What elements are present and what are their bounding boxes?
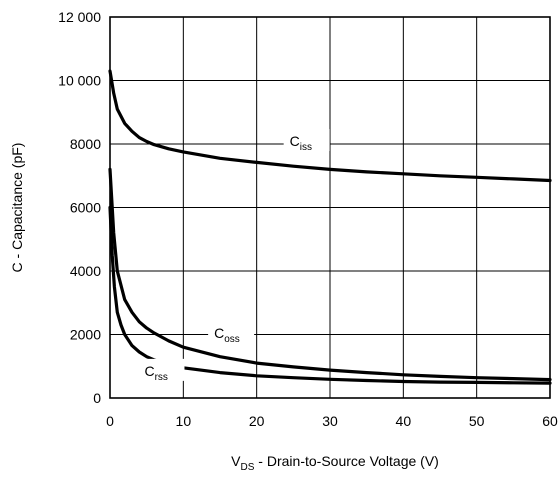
y-tick-label: 12 000: [58, 9, 101, 25]
x-tick-label: 20: [249, 413, 265, 429]
series-label-main: C: [214, 325, 224, 341]
y-tick-label: 8000: [70, 136, 101, 152]
y-tick-label: 0: [93, 390, 101, 406]
y-tick-label: 6000: [70, 200, 101, 216]
y-tick-label: 10 000: [58, 73, 101, 89]
x-tick-label: 0: [106, 413, 114, 429]
x-tick-label: 10: [176, 413, 192, 429]
series-line-ciss: [108, 69, 552, 183]
series-label-background: [208, 321, 255, 344]
plot-frame: [109, 16, 551, 399]
x-axis-title-sub: DS: [241, 462, 255, 473]
x-tick-label: 60: [542, 413, 558, 429]
y-tick-label: 4000: [70, 263, 101, 279]
series-label-sub: rss: [155, 372, 168, 383]
series-label-coss: Coss: [214, 325, 240, 345]
y-axis-title: C - Capacitance (pF): [9, 143, 25, 273]
x-axis-title: VDS - Drain-to-Source Voltage (V): [231, 453, 439, 473]
series-label-sub: oss: [224, 334, 240, 345]
x-tick-label: 50: [469, 413, 485, 429]
x-tick-label: 40: [396, 413, 412, 429]
series-label-background: [138, 358, 185, 381]
grid: [110, 17, 550, 398]
series-label-crss: Crss: [144, 363, 167, 383]
tick-labels: 0 10 20 30 40 50 60 0 2000 4000 6000 8000 10 000 12 0…: [58, 9, 558, 429]
x-axis-title-rest: - Drain-to-Source Voltage (V): [254, 453, 438, 469]
series-label-main: C: [290, 133, 300, 149]
series-label-ciss: Ciss: [290, 133, 312, 153]
x-axis-title-main: V: [231, 453, 241, 469]
series-label-sub: iss: [300, 142, 312, 153]
y-tick-label: 2000: [70, 327, 101, 343]
series-label-background: [283, 129, 330, 151]
series-line-coss: [108, 167, 552, 382]
series-label-main: C: [144, 363, 154, 379]
x-tick-label: 30: [322, 413, 338, 429]
